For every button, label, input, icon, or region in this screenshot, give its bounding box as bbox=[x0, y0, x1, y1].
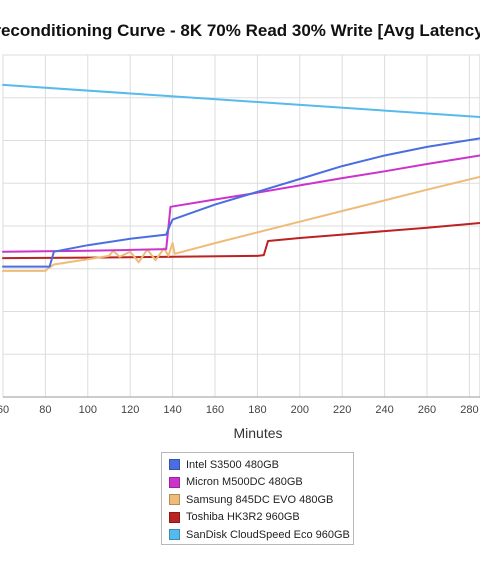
legend-item: Intel S3500 480GB bbox=[169, 456, 353, 474]
x-tick-label: 120 bbox=[121, 404, 139, 416]
x-tick-label: 220 bbox=[333, 404, 351, 416]
series-layer bbox=[2, 83, 480, 272]
x-tick-labels: 60 80 100 120 140 160 180 200 220 240 260 280 bbox=[0, 404, 479, 416]
series-line-3 bbox=[2, 175, 480, 272]
legend-swatch bbox=[169, 476, 180, 488]
x-tick-label: 200 bbox=[291, 404, 309, 416]
x-tick-label: 160 bbox=[206, 404, 224, 416]
x-tick-label: 180 bbox=[248, 404, 266, 416]
x-tick-label: 140 bbox=[163, 404, 181, 416]
x-tick-label: 60 bbox=[0, 404, 9, 416]
legend-swatch bbox=[169, 494, 180, 506]
legend-item: Samsung 845DC EVO 480GB bbox=[169, 491, 353, 509]
legend-label: SanDisk CloudSpeed Eco 960GB bbox=[186, 528, 350, 541]
x-axis-title: Minutes bbox=[233, 425, 282, 441]
x-tick-label: 260 bbox=[418, 404, 436, 416]
legend-swatch bbox=[169, 529, 180, 541]
x-tick-label: 240 bbox=[375, 404, 393, 416]
series-line-1 bbox=[2, 137, 480, 268]
x-tick-label: 80 bbox=[39, 404, 51, 416]
legend-label: Toshiba HK3R2 960GB bbox=[186, 511, 300, 524]
chart-legend: Intel S3500 480GB Micron M500DC 480GB Sams… bbox=[161, 452, 354, 545]
legend-item: Toshiba HK3R2 960GB bbox=[169, 509, 353, 527]
legend-label: Samsung 845DC EVO 480GB bbox=[186, 493, 334, 506]
legend-item: SanDisk CloudSpeed Eco 960GB bbox=[169, 526, 353, 544]
series-line-2 bbox=[2, 154, 480, 253]
x-tick-label: 280 bbox=[460, 404, 478, 416]
legend-label: Intel S3500 480GB bbox=[186, 458, 279, 471]
legend-swatch bbox=[169, 511, 180, 523]
legend-item: Micron M500DC 480GB bbox=[169, 474, 353, 492]
grid-layer bbox=[2, 54, 480, 398]
chart-title: Preconditioning Curve - 8K 70% Read 30% … bbox=[0, 21, 480, 40]
series-line-4 bbox=[2, 222, 480, 260]
legend-swatch bbox=[169, 459, 180, 471]
x-tick-label: 100 bbox=[79, 404, 97, 416]
series-line-5 bbox=[2, 83, 480, 118]
legend-label: Micron M500DC 480GB bbox=[186, 476, 303, 489]
